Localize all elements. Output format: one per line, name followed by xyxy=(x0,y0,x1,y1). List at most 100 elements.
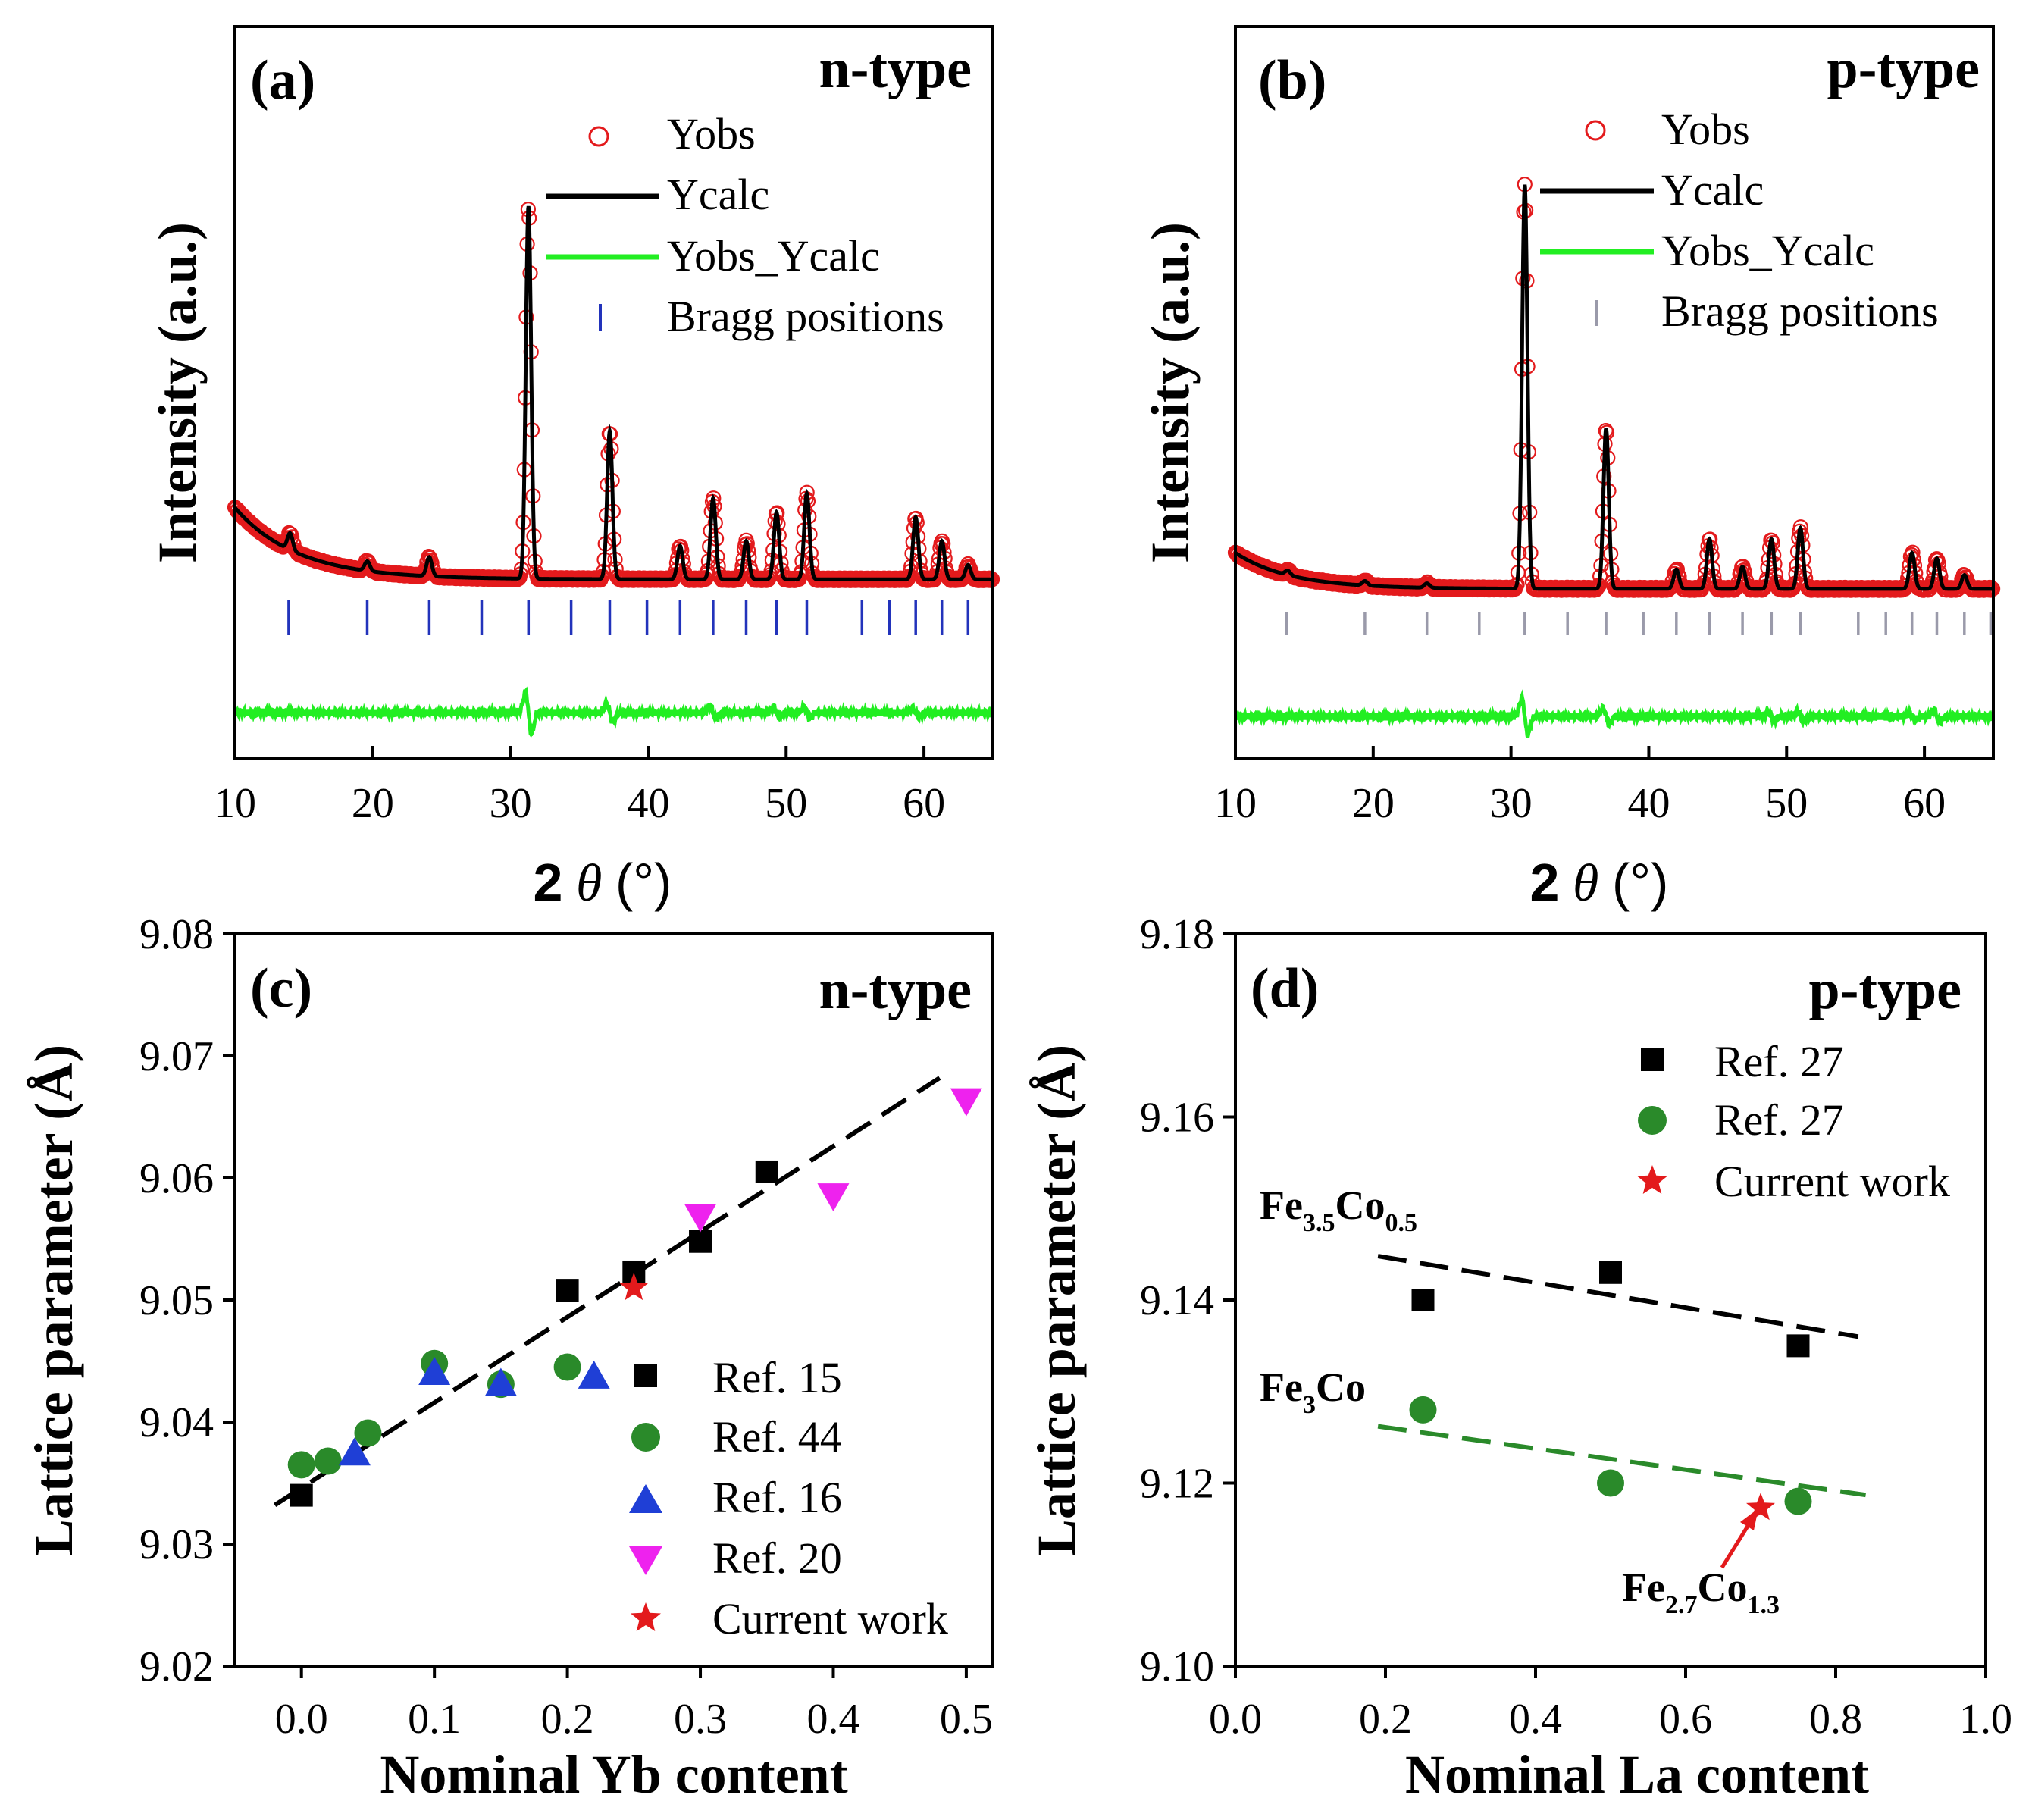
panel-b-label: (b) xyxy=(1258,49,1326,111)
legend-current-work-marker xyxy=(1637,1165,1667,1194)
data-point-star xyxy=(619,1272,649,1301)
x-tick-label: 60 xyxy=(903,780,945,827)
fit-line xyxy=(274,1076,941,1508)
panel-b-frame xyxy=(1234,25,1995,760)
legend-bragg-label: Bragg positions xyxy=(667,292,944,341)
x-tick-label: 40 xyxy=(627,780,669,827)
y-tick-label: 9.08 xyxy=(139,911,214,958)
ycalc-line xyxy=(233,205,993,581)
legend-ref16-label: Ref. 16 xyxy=(712,1473,842,1522)
x-tick-label: 1.0 xyxy=(1959,1696,2012,1743)
x-tick-label: 40 xyxy=(1627,780,1670,827)
data-point-square xyxy=(1411,1289,1435,1311)
panel-a-x-axis-label-unit: (°) xyxy=(615,853,672,912)
annotation-arrow-shaft xyxy=(1720,1522,1752,1569)
data-point-triangle-up xyxy=(418,1356,451,1385)
legend-ref44-marker xyxy=(631,1423,660,1452)
data-point-square xyxy=(1599,1261,1622,1284)
data-point-square xyxy=(290,1483,313,1507)
panel-a-x-axis-label-num: 2 xyxy=(534,853,563,912)
x-tick-label: 20 xyxy=(352,780,394,827)
x-tick-label: 50 xyxy=(765,780,807,827)
legend-yobs-label: Yobs xyxy=(667,109,756,158)
panel-a-x-axis-label-theta: θ xyxy=(576,854,602,913)
panel-c-x-ticks: 0.0 0.1 0.2 0.3 0.4 0.5 xyxy=(275,1666,993,1743)
panel-b: 10 20 30 40 50 60 (b) p-type Yobs Ycalc Yobs_… xyxy=(1140,25,2001,913)
x-tick-label: 20 xyxy=(1352,780,1395,827)
x-tick-label: 0.6 xyxy=(1659,1696,1712,1743)
panel-d: 0.0 0.2 0.4 0.6 0.8 1.0 9.109.129.149.169.18 … xyxy=(1026,911,2012,1805)
panel-d-y-ticks: 9.10 9.12 9.14 9.16 9.18 xyxy=(1140,911,1235,1690)
annotation-fe3co-co: Co xyxy=(1316,1364,1366,1410)
panel-c-y-ticks: 9.02 9.03 9.04 9.05 9.06 9.07 9.08 xyxy=(139,911,235,1690)
panel-c-title: n-type xyxy=(819,959,972,1021)
panel-c-label: (c) xyxy=(250,957,312,1020)
panel-b-title: p-type xyxy=(1827,38,1980,100)
annotation-fe27co13: Fe2.7Co1.3 xyxy=(1622,1565,1780,1619)
legend-diff-label: Yobs_Ycalc xyxy=(667,231,880,280)
x-tick-label: 0.4 xyxy=(806,1696,859,1743)
legend-yobs-marker xyxy=(588,126,609,147)
legend-ref20-marker xyxy=(629,1546,662,1575)
panel-b-x-axis-label-unit: (°) xyxy=(1612,853,1669,912)
legend-yobs-label: Yobs xyxy=(1661,105,1750,154)
x-tick-label: 60 xyxy=(1903,780,1946,827)
panel-a-frame xyxy=(233,25,994,760)
data-point-circle xyxy=(553,1353,581,1381)
y-tick-label: 9.18 xyxy=(1140,911,1214,958)
data-point-triangle-up xyxy=(484,1367,517,1396)
panel-c-x-axis-label: Nominal Yb content xyxy=(380,1744,847,1805)
x-tick-label: 0.0 xyxy=(1209,1696,1262,1743)
data-point-circle xyxy=(354,1419,382,1447)
data-point-circle xyxy=(1409,1396,1437,1424)
legend-ref15-label: Ref. 15 xyxy=(712,1353,842,1402)
annotation-fe35co05-co: Co xyxy=(1335,1183,1385,1228)
x-tick-label: 0.5 xyxy=(940,1696,993,1743)
panel-b-x-axis-label-theta: θ xyxy=(1573,854,1598,913)
data-point-triangle-up xyxy=(578,1360,610,1389)
annotation-fe35co05-fe: Fe xyxy=(1260,1183,1303,1228)
x-tick-label: 0.2 xyxy=(541,1696,594,1743)
legend-ref27-circle-marker xyxy=(1638,1106,1667,1135)
annotation-fe27co13-sub1: 2.7 xyxy=(1665,1591,1698,1619)
y-tick-label: 9.12 xyxy=(1140,1461,1214,1508)
ycalc-line xyxy=(1234,184,1993,591)
y-tick-label: 9.16 xyxy=(1140,1095,1214,1142)
data-point-circle xyxy=(287,1451,315,1479)
legend-ref16-marker xyxy=(629,1484,662,1513)
panel-d-title: p-type xyxy=(1809,959,1961,1021)
panel-a-plot-area xyxy=(227,202,1000,738)
data-point-square xyxy=(689,1230,712,1253)
data-point-triangle-down xyxy=(817,1183,850,1212)
panel-b-y-axis-label: Intensity (a.u.) xyxy=(1140,222,1201,563)
panel-d-frame xyxy=(1234,932,1987,1668)
panel-b-legend: Yobs Ycalc Yobs_Ycalc Bragg positions xyxy=(1540,105,1939,336)
x-tick-label: 30 xyxy=(1490,780,1533,827)
panel-a-label: (a) xyxy=(250,49,315,111)
x-tick-label: 0.1 xyxy=(408,1696,461,1743)
data-point-star xyxy=(1746,1493,1775,1521)
x-tick-label: 0.0 xyxy=(275,1696,328,1743)
yobs-series xyxy=(1227,177,2001,598)
legend-diff-label: Yobs_Ycalc xyxy=(1661,226,1874,275)
annotation-fe35co05-sub2: 0.5 xyxy=(1385,1209,1417,1237)
legend-ref27-square-label: Ref. 27 xyxy=(1714,1037,1844,1086)
x-tick-label: 0.8 xyxy=(1809,1696,1862,1743)
legend-bragg-label: Bragg positions xyxy=(1661,287,1939,336)
legend-current-work-marker xyxy=(631,1602,661,1631)
panel-c-frame xyxy=(233,932,994,1668)
panel-d-fit-lines xyxy=(1377,1254,1867,1498)
y-tick-label: 9.10 xyxy=(1140,1643,1214,1690)
x-tick-label: 10 xyxy=(1214,780,1257,827)
panel-c-data-points xyxy=(287,1088,982,1507)
annotation-fe35co05-sub1: 3.5 xyxy=(1303,1209,1335,1237)
data-point-triangle-down xyxy=(684,1204,717,1233)
panel-d-y-axis-label: Lattice parameter (Å) xyxy=(1026,1045,1087,1555)
panel-a-y-axis-label: Intensity (a.u.) xyxy=(147,222,208,563)
panel-c: 0.0 0.1 0.2 0.3 0.4 0.5 9.029.039.049.059.069… xyxy=(23,911,994,1805)
legend-ycalc-label: Ycalc xyxy=(1661,165,1764,215)
data-point-square xyxy=(755,1160,778,1183)
y-tick-label: 9.07 xyxy=(139,1033,214,1080)
fit-line xyxy=(1377,1424,1867,1498)
